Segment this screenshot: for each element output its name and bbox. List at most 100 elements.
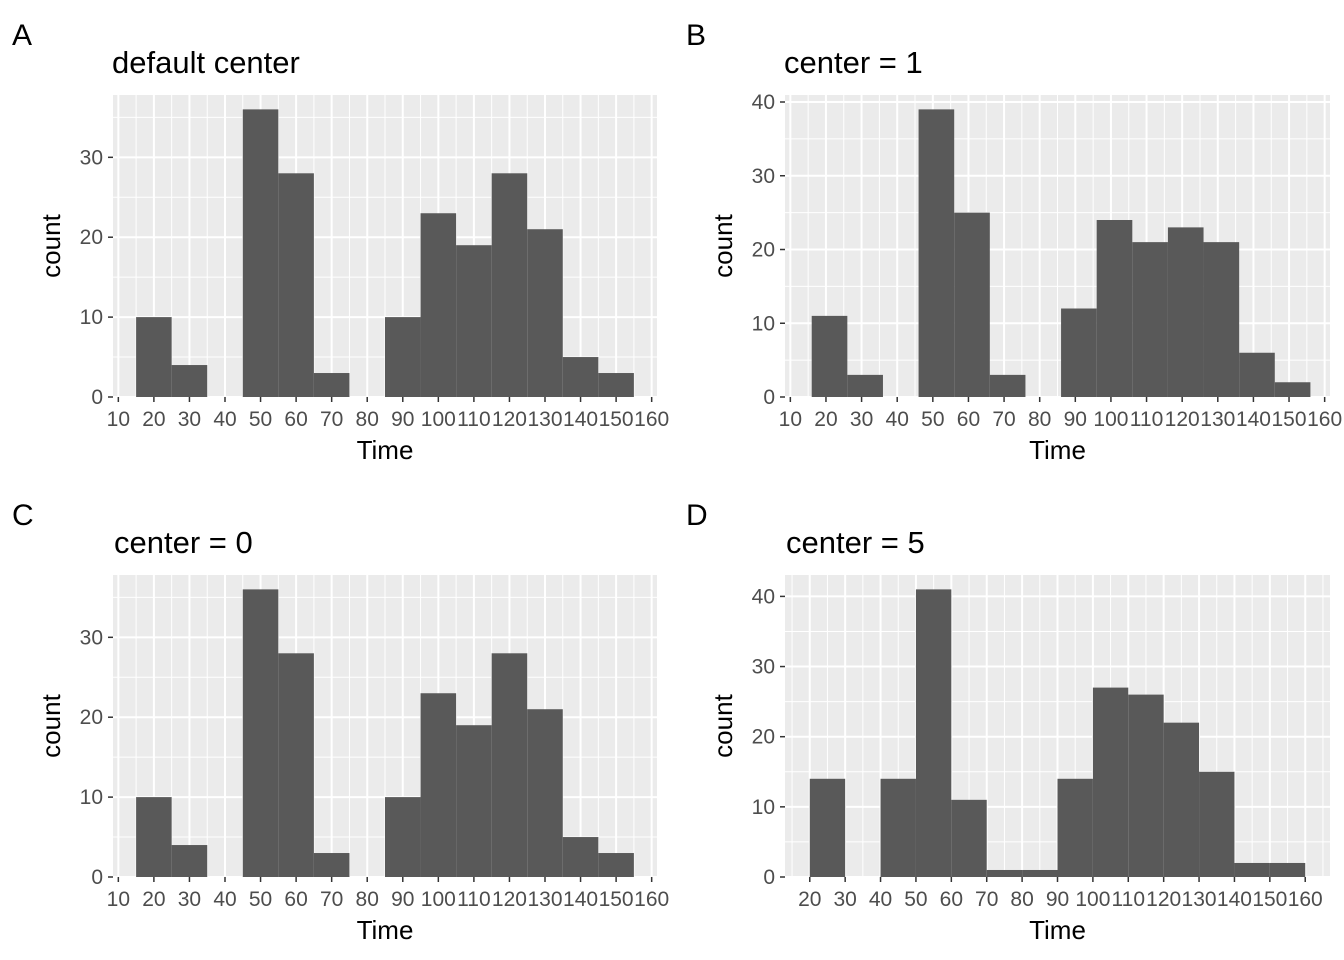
panel-a-y-tick-label-3: 30 — [80, 146, 103, 169]
panel-b-bar-5 — [1061, 308, 1097, 397]
panel-d-x-tick-label-0: 20 — [798, 888, 821, 911]
panel-a-bar-11 — [598, 373, 634, 397]
panel-c-title: center = 0 — [114, 525, 253, 560]
panel-b-bar-10 — [1239, 352, 1275, 397]
panel-b-y-tick-label-0: 0 — [763, 386, 775, 409]
panel-d-bar-2 — [915, 589, 952, 877]
panel-b-y-axis-title: count — [708, 213, 738, 277]
panel-a-x-tick-label-5: 60 — [284, 408, 307, 431]
panel-d-x-tick-label-13: 150 — [1252, 888, 1287, 911]
panel-b-x-tick-label-9: 100 — [1093, 408, 1128, 431]
panel-a-x-tick-label-4: 50 — [249, 408, 272, 431]
panel-c-x-tick-label-15: 160 — [634, 888, 669, 911]
panel-b-bar-8 — [1167, 227, 1204, 397]
panel-d-x-tick-label-6: 80 — [1010, 888, 1033, 911]
panel-d-bar-3 — [951, 799, 987, 877]
panel-b-bar-4 — [989, 374, 1026, 397]
panel-c-bar-10 — [562, 837, 599, 877]
panel-d-bar-9 — [1163, 722, 1200, 877]
panel-b-x-tick-label-5: 60 — [957, 408, 980, 431]
panel-d-x-tick-label-7: 90 — [1046, 888, 1069, 911]
panel-d-bar-7 — [1092, 687, 1129, 877]
panel-d: D center = 5 — [686, 499, 925, 560]
panel-c-bar-4 — [313, 853, 350, 877]
panel-c-x-tick-label-14: 150 — [599, 888, 634, 911]
panel-c-bar-8 — [491, 653, 528, 877]
panel-d-x-tick-label-2: 40 — [869, 888, 892, 911]
panel-b-y-tick-label-3: 30 — [752, 165, 775, 188]
panel-a-y-tick-label-0: 0 — [91, 386, 103, 409]
panel-a-x-tick-label-6: 70 — [320, 408, 343, 431]
panel-d-plot: 20 30 40 50 60 70 80 90 100 110 120 130 140 150 160 0 10… — [708, 575, 1330, 945]
panel-b-x-tick-label-6: 70 — [992, 408, 1015, 431]
panel-d-x-tick-label-10: 120 — [1146, 888, 1181, 911]
panel-b-tag: B — [686, 19, 706, 52]
panel-c-x-tick-label-0: 10 — [107, 888, 130, 911]
panel-a-bar-9 — [527, 229, 563, 397]
panel-b-bar-9 — [1203, 242, 1240, 397]
panel-b-bar-1 — [847, 374, 883, 397]
panel-b-y-tick-label-2: 20 — [752, 239, 775, 262]
panel-d-y-tick-label-0: 0 — [763, 866, 775, 889]
panel-b-x-tick-label-8: 90 — [1064, 408, 1087, 431]
panel-d-bar-1 — [880, 778, 916, 877]
panel-d-x-tick-label-9: 110 — [1112, 888, 1145, 911]
panel-c: C center = 0 — [12, 499, 253, 560]
panel-b-x-tick-label-12: 130 — [1200, 408, 1235, 431]
panel-a-title: default center — [112, 45, 300, 80]
panel-b-bar-3 — [954, 212, 990, 397]
panel-a-y-axis-title: count — [36, 213, 66, 277]
panel-d-y-tick-label-3: 30 — [752, 656, 775, 679]
panel-a-plot: 10 20 30 40 50 60 70 80 90 100 110 120 130 140 150 160 0… — [36, 95, 669, 465]
panel-a-x-tick-label-15: 160 — [634, 408, 669, 431]
panel-c-plot: 10 20 30 40 50 60 70 80 90 100 110 120 130 140 150 160 0… — [36, 575, 669, 945]
panel-b-x-tick-label-13: 140 — [1236, 408, 1271, 431]
panel-c-x-axis-title: Time — [357, 915, 414, 945]
panel-b-x-axis-title: Time — [1029, 435, 1086, 465]
panel-d-bar-11 — [1234, 862, 1270, 877]
panel-d-y-tick-label-1: 10 — [752, 796, 775, 819]
panel-a-x-tick-label-0: 10 — [107, 408, 130, 431]
panel-c-bar-6 — [420, 693, 457, 877]
panel-c-x-tick-label-10: 110 — [457, 888, 490, 911]
panel-a-bar-4 — [313, 373, 350, 397]
panel-b-x-tick-label-0: 10 — [779, 408, 802, 431]
panel-a-x-tick-label-8: 90 — [391, 408, 414, 431]
panel-c-bar-9 — [527, 709, 563, 877]
panel-c-y-tick-label-1: 10 — [80, 786, 103, 809]
panel-c-x-tick-label-7: 80 — [356, 888, 379, 911]
panel-d-tag: D — [686, 499, 708, 532]
panel-d-x-tick-label-12: 140 — [1217, 888, 1252, 911]
panel-a-x-tick-label-7: 80 — [356, 408, 379, 431]
panel-c-bar-3 — [278, 653, 314, 877]
panel-b-x-tick-label-7: 80 — [1028, 408, 1051, 431]
panel-b-x-tick-label-11: 120 — [1165, 408, 1200, 431]
panel-c-x-tick-label-9: 100 — [421, 888, 456, 911]
panel-a-x-axis-title: Time — [357, 435, 414, 465]
panel-c-x-tick-label-4: 50 — [249, 888, 272, 911]
panel-c-x-tick-label-2: 30 — [178, 888, 201, 911]
panel-c-bar-7 — [456, 725, 492, 877]
panel-a-y-tick-label-1: 10 — [80, 306, 103, 329]
panel-d-x-tick-label-5: 70 — [975, 888, 998, 911]
panel-a-bar-8 — [491, 173, 528, 397]
panel-d-x-tick-label-11: 130 — [1182, 888, 1217, 911]
panel-d-title: center = 5 — [786, 525, 925, 560]
panel-a-bar-5 — [385, 317, 421, 397]
panel-c-bar-0 — [136, 797, 172, 877]
panel-a-x-tick-label-9: 100 — [421, 408, 456, 431]
panel-a-bar-3 — [278, 173, 314, 397]
panel-a-x-tick-label-3: 40 — [213, 408, 236, 431]
panel-d-x-tick-label-4: 60 — [940, 888, 963, 911]
panel-c-x-tick-label-5: 60 — [284, 888, 307, 911]
panel-c-x-tick-label-1: 20 — [142, 888, 165, 911]
panel-b-title: center = 1 — [784, 45, 923, 80]
panel-c-x-tick-label-6: 70 — [320, 888, 343, 911]
panel-a-x-tick-label-2: 30 — [178, 408, 201, 431]
panel-d-y-tick-label-2: 20 — [752, 726, 775, 749]
panel-d-x-tick-label-8: 100 — [1075, 888, 1110, 911]
panel-d-x-tick-label-1: 30 — [833, 888, 856, 911]
panel-c-bar-11 — [598, 853, 634, 877]
panel-d-bar-12 — [1269, 862, 1306, 877]
panel-a-bar-0 — [136, 317, 172, 397]
